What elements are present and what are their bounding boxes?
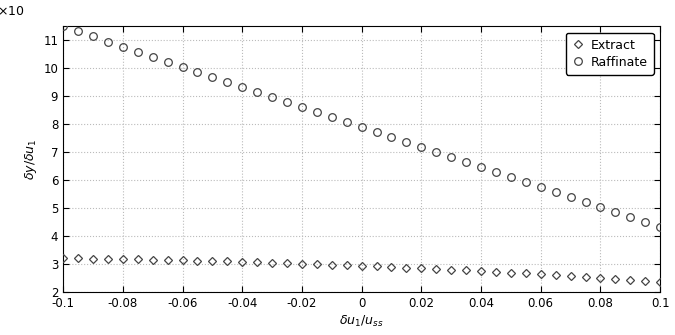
Extract (417, 266, 425, 270)
Extract (447, 268, 455, 272)
Line: Extract: Extract (60, 255, 664, 285)
Raffinate (402, 140, 410, 144)
Extract (313, 262, 321, 266)
Extract (581, 275, 589, 279)
Extract (626, 278, 634, 282)
Extract (238, 260, 246, 264)
Extract (373, 264, 381, 268)
Raffinate (74, 29, 82, 34)
Extract (268, 261, 276, 265)
Extract (387, 265, 396, 269)
Raffinate (283, 100, 291, 104)
Raffinate (581, 200, 589, 204)
Raffinate (626, 215, 634, 219)
Raffinate (148, 55, 157, 59)
Extract (641, 279, 649, 283)
Raffinate (134, 50, 142, 54)
Legend: Extract, Raffinate: Extract, Raffinate (566, 32, 654, 75)
Extract (148, 258, 157, 262)
Raffinate (358, 125, 366, 129)
Raffinate (537, 185, 545, 189)
Extract (402, 266, 410, 270)
Raffinate (447, 155, 455, 159)
Raffinate (178, 65, 186, 69)
Raffinate (209, 75, 217, 79)
Raffinate (328, 115, 336, 119)
Raffinate (298, 105, 306, 109)
Extract (209, 259, 217, 263)
Raffinate (238, 85, 246, 89)
Text: $\times 10$: $\times 10$ (0, 5, 25, 18)
Extract (551, 273, 560, 277)
Raffinate (522, 180, 530, 184)
Raffinate (612, 210, 620, 214)
Raffinate (253, 90, 261, 94)
Extract (59, 256, 67, 260)
Extract (119, 257, 127, 261)
Raffinate (417, 145, 425, 149)
Extract (432, 267, 440, 271)
Raffinate (477, 165, 485, 169)
Extract (89, 257, 97, 261)
Raffinate (656, 224, 664, 228)
Raffinate (163, 60, 171, 64)
Raffinate (119, 45, 127, 49)
Raffinate (59, 24, 67, 28)
Raffinate (343, 120, 351, 124)
Raffinate (268, 95, 276, 99)
Raffinate (566, 195, 574, 199)
Extract (253, 260, 261, 264)
Extract (612, 277, 620, 281)
Raffinate (387, 135, 396, 139)
Raffinate (313, 110, 321, 114)
Raffinate (104, 40, 112, 44)
Extract (193, 259, 201, 263)
Extract (328, 263, 336, 267)
Extract (492, 270, 500, 274)
Raffinate (373, 130, 381, 134)
Raffinate (551, 190, 560, 194)
Raffinate (597, 205, 605, 209)
Extract (163, 258, 171, 262)
Raffinate (462, 160, 470, 164)
Raffinate (492, 170, 500, 174)
X-axis label: $\delta u_1 / u_{ss}$: $\delta u_1 / u_{ss}$ (340, 314, 384, 329)
Extract (223, 259, 232, 263)
Extract (656, 280, 664, 284)
Extract (283, 261, 291, 265)
Raffinate (507, 175, 515, 179)
Raffinate (89, 35, 97, 39)
Extract (477, 269, 485, 273)
Extract (178, 258, 186, 262)
Extract (358, 264, 366, 268)
Raffinate (641, 219, 649, 223)
Line: Raffinate: Raffinate (59, 22, 664, 230)
Extract (507, 271, 515, 275)
Extract (537, 272, 545, 276)
Extract (134, 257, 142, 261)
Y-axis label: $\delta y / \delta u_1$: $\delta y / \delta u_1$ (23, 139, 39, 180)
Extract (522, 271, 530, 275)
Raffinate (193, 70, 201, 74)
Extract (74, 256, 82, 260)
Extract (298, 262, 306, 266)
Extract (104, 257, 112, 261)
Extract (566, 274, 574, 278)
Extract (343, 263, 351, 267)
Extract (462, 268, 470, 272)
Raffinate (432, 150, 440, 154)
Raffinate (223, 80, 232, 84)
Extract (597, 276, 605, 280)
